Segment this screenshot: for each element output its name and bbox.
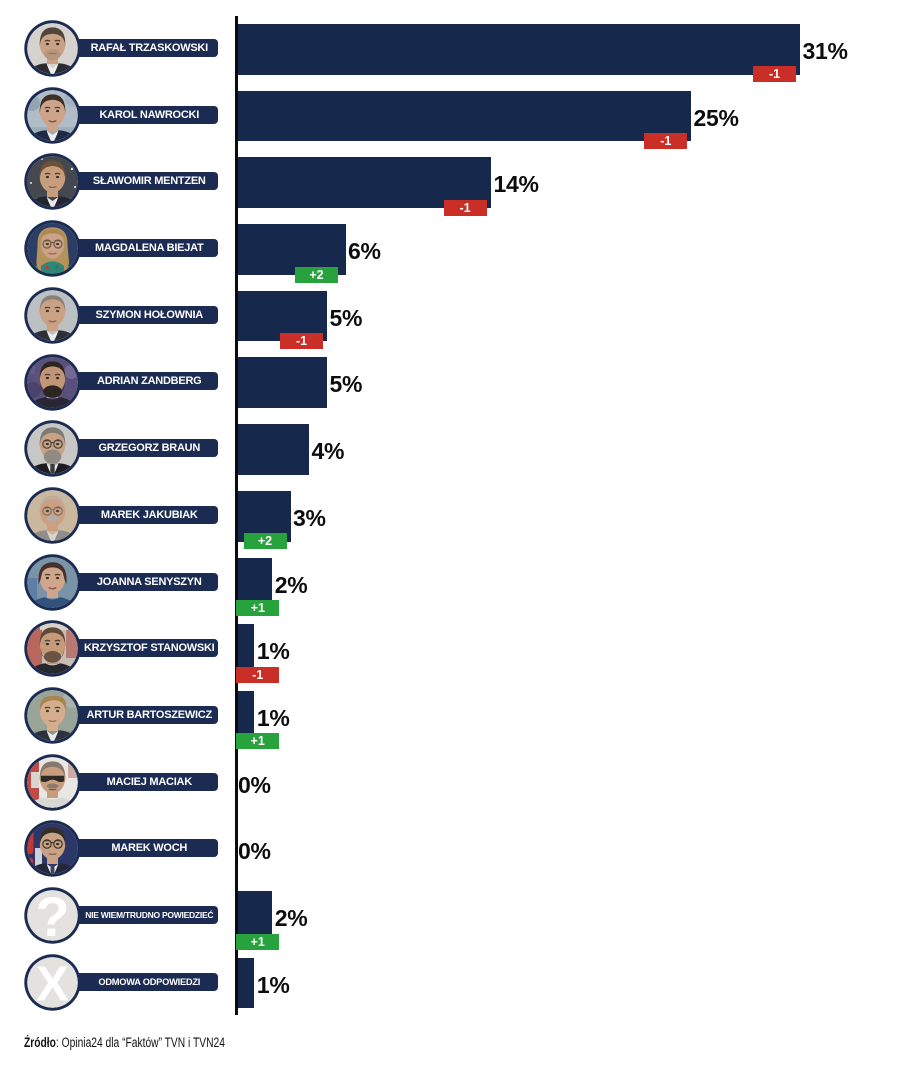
svg-text:X: X bbox=[36, 957, 69, 1011]
svg-text:?: ? bbox=[36, 887, 70, 944]
